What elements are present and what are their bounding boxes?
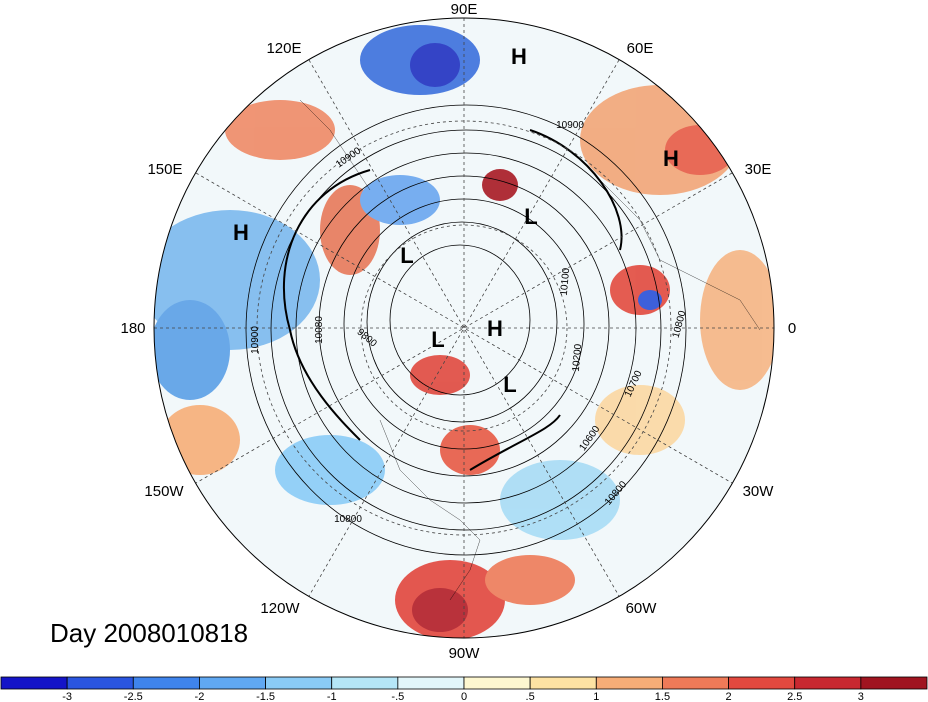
colorbar-box: [794, 676, 862, 690]
lon-label: 150W: [144, 483, 184, 500]
colorbar-box: [728, 676, 796, 690]
height-contours: [245, 104, 687, 556]
colorbar-box: [66, 676, 134, 690]
colorbar-tick-label: 1: [593, 691, 599, 702]
colorbar-tick-label: -.5: [391, 691, 404, 702]
lon-label: 0: [788, 320, 796, 337]
longitude-labels: 90E 60E 30E 0 30W 60W 90W 120W 150W 180 …: [120, 1, 796, 662]
colorbar-tick-label: -3: [62, 691, 72, 702]
colorbar-box: [0, 676, 68, 690]
lon-label: 60W: [626, 600, 658, 617]
contour-label: 10800: [334, 514, 362, 525]
colorbar-tick-label: 1.5: [655, 691, 670, 702]
colorbar-box: [595, 676, 663, 690]
lon-label: 30W: [743, 483, 775, 500]
contour-label: 10900: [556, 120, 584, 131]
colorbar-tick-label: -2: [195, 691, 205, 702]
lon-label: 30E: [745, 161, 772, 178]
lon-label: 180: [120, 320, 145, 337]
lon-label: 60E: [627, 40, 654, 57]
colorbar-tick-label: -1.5: [256, 691, 275, 702]
contour-label: 10080: [314, 316, 325, 344]
colorbar-tick-label: 2: [726, 691, 732, 702]
colorbar-box: [265, 676, 333, 690]
high-center: H: [511, 44, 527, 69]
lon-label: 120E: [266, 40, 301, 57]
colorbar-box: [529, 676, 597, 690]
map-outline: [153, 17, 775, 639]
coastlines: [299, 99, 761, 601]
contour-label: 10200: [571, 343, 584, 372]
colorbar-box: [860, 676, 928, 690]
lon-label: 120W: [260, 600, 300, 617]
contour-label: 10100: [559, 267, 572, 296]
colorbar-box: [463, 676, 531, 690]
graticule: [154, 18, 774, 638]
high-center: H: [487, 316, 503, 341]
colorbar-tick-label: -2.5: [124, 691, 143, 702]
contour-label: 10900: [250, 326, 261, 354]
low-center: L: [524, 204, 537, 229]
lon-label: 150E: [147, 161, 182, 178]
pressure-centers: H H H L L L H L: [233, 44, 679, 397]
colorbar-tick-label: .5: [526, 691, 535, 702]
colorbar: -3 -2.5 -2 -1.5 -1 -.5 0 .5 1 1.5 2 2.5 3: [0, 676, 928, 702]
polar-map: 90E 60E 30E 0 30W 60W 90W 120W 150W 180 …: [120, 1, 796, 662]
colorbar-tick-label: 2.5: [787, 691, 802, 702]
low-center: L: [431, 327, 444, 352]
colorbar-tick-label: 0: [461, 691, 467, 702]
day-label: Day 2008010818: [50, 618, 249, 648]
high-center: H: [663, 146, 679, 171]
colorbar-tick-label: -1: [327, 691, 337, 702]
colorbar-box: [662, 676, 729, 690]
lon-label: 90W: [449, 645, 481, 662]
low-center: L: [400, 243, 413, 268]
lon-label: 90E: [451, 1, 478, 18]
colorbar-tick-label: 3: [858, 691, 864, 702]
colorbar-box: [132, 676, 200, 690]
colorbar-box: [397, 676, 465, 690]
low-center: L: [503, 372, 516, 397]
high-center: H: [233, 220, 249, 245]
colorbar-box: [199, 676, 266, 690]
colorbar-box: [331, 676, 399, 690]
jet-contours: [282, 129, 623, 471]
